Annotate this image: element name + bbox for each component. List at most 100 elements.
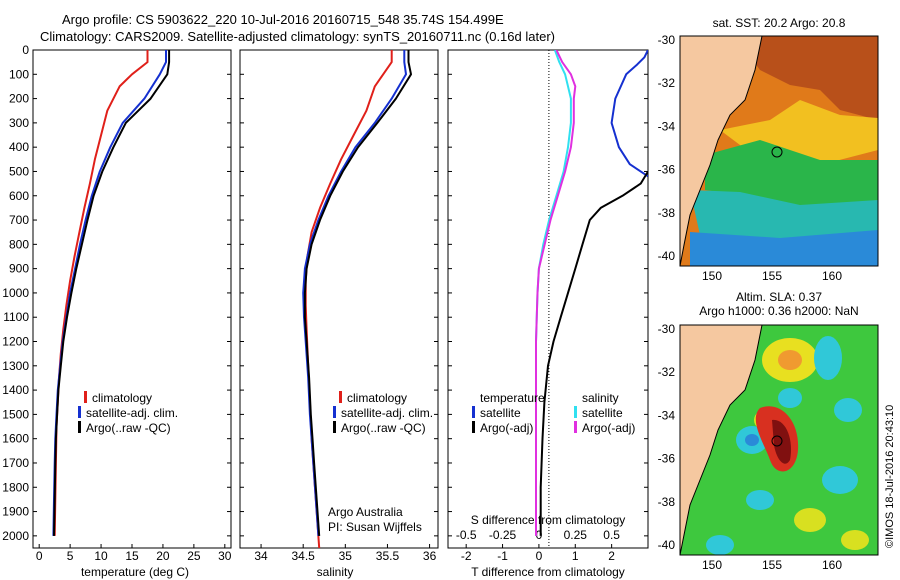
sst-coastline [680, 36, 763, 266]
argo-float-marker [771, 146, 783, 158]
sla-map-frame [679, 324, 879, 556]
header-line1: Argo profile: CS 5903622_220 10-Jul-2016… [62, 12, 504, 27]
temperature-tick-label: 15 [125, 549, 139, 563]
tick-layer: 0 5 10 15 20 25 30 34 34.5 35 35.5 36 -2 -1 0 1 2 -0.5 -0.… [33, 33, 842, 572]
sst-blue-band [690, 230, 878, 266]
difference-s-tick-label: -0.25 [489, 528, 517, 542]
difference-t-tick-label: 1 [572, 549, 579, 563]
difference-s-tick-label: 0.25 [564, 528, 588, 542]
temperature-tick-label: 30 [218, 549, 232, 563]
sla-cyan-blob [706, 535, 734, 555]
difference-t-tick-label: 2 [608, 549, 615, 563]
depth-tick-label: 1700 [2, 456, 29, 470]
legend-swatch-satellite [78, 406, 81, 418]
depth-tick-label: 1300 [2, 359, 29, 373]
temperature-series-group [52, 50, 171, 536]
depth-tick-label: 800 [9, 237, 29, 251]
sla-map-lon-tick-label: 150 [702, 558, 722, 572]
temperature-series-climatology [53, 50, 149, 536]
difference-series-t-satellite [610, 50, 648, 178]
difference-xlabel: T difference from climatology [471, 565, 625, 579]
depth-tick-label: 2000 [2, 529, 29, 543]
sst-map [680, 36, 878, 266]
legend-label-satellite: satellite-adj. clim. [86, 406, 178, 420]
difference-s-tick-label: 0.5 [603, 528, 620, 542]
depth-tick-label: 300 [9, 116, 29, 130]
depth-tick-label: 1400 [2, 383, 29, 397]
salinity-tick-label: 34.5 [292, 549, 316, 563]
credit-line2: PI: Susan Wijffels [328, 520, 422, 534]
difference-series-t-argo-adj [539, 170, 648, 536]
depth-tick-label: 400 [9, 140, 29, 154]
sst-map-lat-tick-label: -34 [658, 119, 676, 133]
sst-land [680, 36, 762, 266]
sla-cyan-blob [834, 398, 862, 422]
depth-tick-label: 100 [9, 67, 29, 81]
temperature-tick-label: 20 [156, 549, 170, 563]
sst-map-title: sat. SST: 20.2 Argo: 20.8 [713, 16, 846, 30]
sst-warm-core [735, 36, 878, 120]
legend-label-t-satellite: satellite [480, 406, 521, 420]
salinity-series-climatology [304, 50, 393, 548]
sst-map-lon-tick-label: 150 [702, 269, 722, 283]
difference-t-tick-label: -2 [461, 549, 472, 563]
sla-map-lon-tick-label: 155 [762, 558, 782, 572]
difference-t-tick-label: 0 [536, 549, 543, 563]
sla-map-lat-tick-label: -38 [658, 495, 676, 509]
depth-tick-label: 1200 [2, 335, 29, 349]
sla-map-title2: Argo h1000: 0.36 h2000: NaN [699, 304, 858, 318]
salinity-panel-frame [239, 49, 439, 549]
salinity-legend: climatology satellite-adj. clim. Argo(..… [328, 391, 433, 534]
temperature-series-argo-raw-qc [53, 50, 171, 536]
temperature-series-satellite-adj-clim [52, 50, 167, 536]
salinity-series-satellite-adj-clim [302, 50, 407, 536]
depth-tick-label: 1000 [2, 286, 29, 300]
sla-blue-blob [745, 434, 759, 446]
sla-cyan-blob [814, 336, 842, 380]
sla-coastline [680, 325, 763, 555]
legend-label-climatology: climatology [347, 391, 407, 405]
sst-green-band [705, 140, 878, 210]
legend-title-temperature: temperature [480, 391, 545, 405]
depth-tick-label: 600 [9, 189, 29, 203]
legend-label-argo: Argo(..raw -QC) [86, 421, 171, 435]
sla-map-lat-tick-label: -36 [658, 452, 676, 466]
depth-tick-label: 1100 [3, 310, 29, 324]
legend-label-s-satellite: satellite [582, 406, 623, 420]
argo-float-marker [771, 435, 783, 447]
sla-orange-blob [778, 350, 802, 370]
sst-map-lat-tick-label: -40 [658, 249, 676, 263]
salinity-series-argo-raw-qc [303, 50, 412, 536]
header-line2: Climatology: CARS2009. Satellite-adjuste… [40, 29, 555, 44]
difference-t-tick-label: -1 [497, 549, 508, 563]
sla-yellow-blob [841, 530, 869, 550]
sla-map-lon-tick-label: 160 [822, 558, 842, 572]
difference-panel-frame [447, 49, 649, 549]
legend-swatch-s-argo [574, 421, 577, 433]
legend-swatch-climatology [84, 391, 87, 403]
depth-tick-label: 200 [9, 92, 29, 106]
difference-series-s-argo-adj [535, 50, 577, 536]
sla-cyan-blob [778, 388, 802, 408]
legend-label-t-argo: Argo(-adj) [480, 421, 533, 435]
salinity-tick-label: 36 [423, 549, 437, 563]
depth-tick-label: 1800 [2, 480, 29, 494]
sst-map-lat-tick-label: -30 [658, 33, 676, 47]
temperature-tick-label: 5 [67, 549, 74, 563]
temperature-legend: climatology satellite-adj. clim. Argo(..… [78, 391, 178, 435]
salinity-xlabel: salinity [317, 565, 354, 579]
salinity-tick-label: 34 [254, 549, 268, 563]
depth-tick-label: 500 [9, 164, 29, 178]
temperature-panel-frame [32, 49, 232, 549]
sla-map-lat-tick-label: -32 [658, 365, 676, 379]
salinity-tick-label: 35 [339, 549, 353, 563]
sst-map-frame [679, 35, 879, 267]
sst-map-lat-tick-label: -38 [658, 206, 676, 220]
sla-land [680, 325, 762, 555]
legend-swatch-argo [78, 421, 81, 433]
temperature-tick-label: 0 [36, 549, 43, 563]
legend-swatch-t-argo [472, 421, 475, 433]
legend-swatch-climatology [339, 391, 342, 403]
temperature-xlabel: temperature (deg C) [81, 565, 189, 579]
